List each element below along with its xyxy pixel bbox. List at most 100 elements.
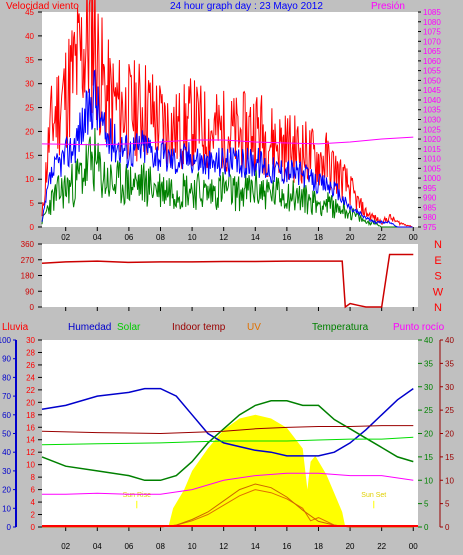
- pressure-y-tick-label: 1040: [423, 96, 441, 105]
- humidity-y-tick-label: 10: [2, 504, 11, 513]
- rain-y-tick-label: 10: [26, 461, 35, 470]
- pressure-y-tick-label: 1045: [423, 86, 441, 95]
- x-tick-label: 04: [93, 233, 102, 242]
- pressure-y-tick-label: 1000: [423, 174, 441, 183]
- pressure-y-tick-label: 1065: [423, 47, 441, 56]
- direction-compass-label: E: [434, 255, 441, 267]
- temp-y-tick-label: 20: [424, 430, 433, 439]
- wind-y-tick-label: 0: [30, 223, 35, 232]
- legend-uv: UV: [247, 322, 261, 333]
- humidity-y-tick-label: 80: [2, 373, 11, 382]
- axes-group: 0510152025303540459759809859909951000100…: [0, 8, 454, 551]
- direction-y-tick-label: 90: [25, 287, 34, 296]
- pressure-y-tick-label: 985: [423, 203, 437, 212]
- x-tick-label: 12: [219, 233, 228, 242]
- humidity-y-tick-label: 90: [2, 355, 11, 364]
- direction-y-tick-label: 180: [21, 272, 35, 281]
- solar_max-series: [42, 483, 414, 528]
- pressure-y-tick-label: 1015: [423, 145, 441, 154]
- x-tick-label: 16: [282, 542, 291, 551]
- humidity-y-tick-label: 30: [2, 467, 11, 476]
- rain-y-tick-label: 8: [31, 473, 36, 482]
- sun-event-label: Sun Rise: [123, 492, 152, 499]
- rain-y-tick-label: 24: [26, 373, 35, 382]
- wind-speed-label: Velocidad viento: [6, 1, 79, 12]
- x-tick-label: 20: [346, 233, 355, 242]
- temp-y-tick-label: 10: [424, 476, 433, 485]
- x-tick-label: 16: [282, 233, 291, 242]
- gust-series: [41, 0, 413, 228]
- x-tick-label: 18: [314, 542, 323, 551]
- humidity-y-tick-label: 70: [2, 392, 11, 401]
- x-tick-label: 22: [377, 542, 386, 551]
- direction-y-tick-label: 360: [21, 240, 35, 249]
- solar-series: [41, 436, 414, 446]
- x-tick-label: 00: [409, 233, 418, 242]
- x-tick-label: 04: [93, 542, 102, 551]
- temp-y-tick-label: 35: [424, 359, 433, 368]
- indoor_temp-series: [41, 425, 414, 435]
- humidity-series: [41, 387, 414, 457]
- rain-y-tick-label: 28: [26, 348, 35, 357]
- temp-y-tick-label: 25: [424, 406, 433, 415]
- rain-y-tick-label: 2: [31, 511, 36, 520]
- x-tick-label: 06: [124, 542, 133, 551]
- dewpoint-series: [42, 472, 414, 495]
- rain-y-tick-label: 0: [31, 523, 36, 532]
- humidity-y-tick-label: 60: [2, 411, 11, 420]
- wind-y-tick-label: 15: [25, 151, 34, 160]
- rain-y-tick-label: 14: [26, 436, 35, 445]
- direction-series: [41, 253, 414, 309]
- pressure-y-tick-label: 1080: [423, 18, 441, 27]
- humidity-y-tick-label: 50: [2, 430, 11, 439]
- legend-indoor-temp: Indoor temp: [172, 322, 226, 333]
- indoor-y-tick-label: 30: [445, 383, 454, 392]
- rain-y-tick-label: 30: [26, 336, 35, 345]
- legend-temperature: Temperatura: [312, 322, 369, 333]
- wind-y-tick-label: 40: [25, 32, 34, 41]
- pressure-y-tick-label: 1020: [423, 135, 441, 144]
- rain-y-tick-label: 20: [26, 398, 35, 407]
- indoor-y-tick-label: 10: [445, 476, 454, 485]
- indoor-y-tick-label: 20: [445, 430, 454, 439]
- rain-y-tick-label: 26: [26, 361, 35, 370]
- direction-compass-label: N: [434, 302, 442, 314]
- x-tick-label: 18: [314, 233, 323, 242]
- temp-y-tick-label: 15: [424, 453, 433, 462]
- legend-solar: Solar: [117, 322, 141, 333]
- pressure-y-tick-label: 1085: [423, 8, 441, 17]
- wind-y-tick-label: 20: [25, 127, 34, 136]
- x-tick-label: 22: [377, 233, 386, 242]
- pressure-y-tick-label: 1025: [423, 125, 441, 134]
- x-tick-label: 02: [61, 542, 70, 551]
- pressure-y-tick-label: 1060: [423, 57, 441, 66]
- direction-compass-label: N: [434, 239, 442, 251]
- x-tick-label: 08: [156, 542, 165, 551]
- direction-compass-label: S: [434, 271, 441, 283]
- temp-y-tick-label: 30: [424, 383, 433, 392]
- rain-y-tick-label: 16: [26, 423, 35, 432]
- legend-rain: Lluvia: [2, 322, 29, 333]
- sun-event-label: Sun Set: [361, 492, 386, 499]
- direction-y-tick-label: 0: [30, 303, 35, 312]
- x-tick-label: 14: [251, 233, 260, 242]
- temp-y-tick-label: 40: [424, 336, 433, 345]
- rain-y-tick-label: 18: [26, 411, 35, 420]
- indoor-y-tick-label: 25: [445, 406, 454, 415]
- indoor-y-tick-label: 5: [445, 500, 450, 509]
- pressure-y-tick-label: 975: [423, 223, 437, 232]
- wind-y-tick-label: 30: [25, 80, 34, 89]
- solar-radiation-fill: [42, 414, 414, 527]
- pressure-y-tick-label: 1030: [423, 116, 441, 125]
- pressure-y-tick-label: 1070: [423, 37, 441, 46]
- pressure-y-tick-label: 1035: [423, 106, 441, 115]
- x-tick-label: 02: [61, 233, 70, 242]
- pressure-series: [41, 136, 414, 146]
- wind-y-tick-label: 45: [25, 8, 34, 17]
- pressure-y-tick-label: 1075: [423, 28, 441, 37]
- temperature-series: [41, 400, 414, 482]
- pressure-y-tick-label: 980: [423, 213, 437, 222]
- wind-y-tick-label: 5: [30, 199, 35, 208]
